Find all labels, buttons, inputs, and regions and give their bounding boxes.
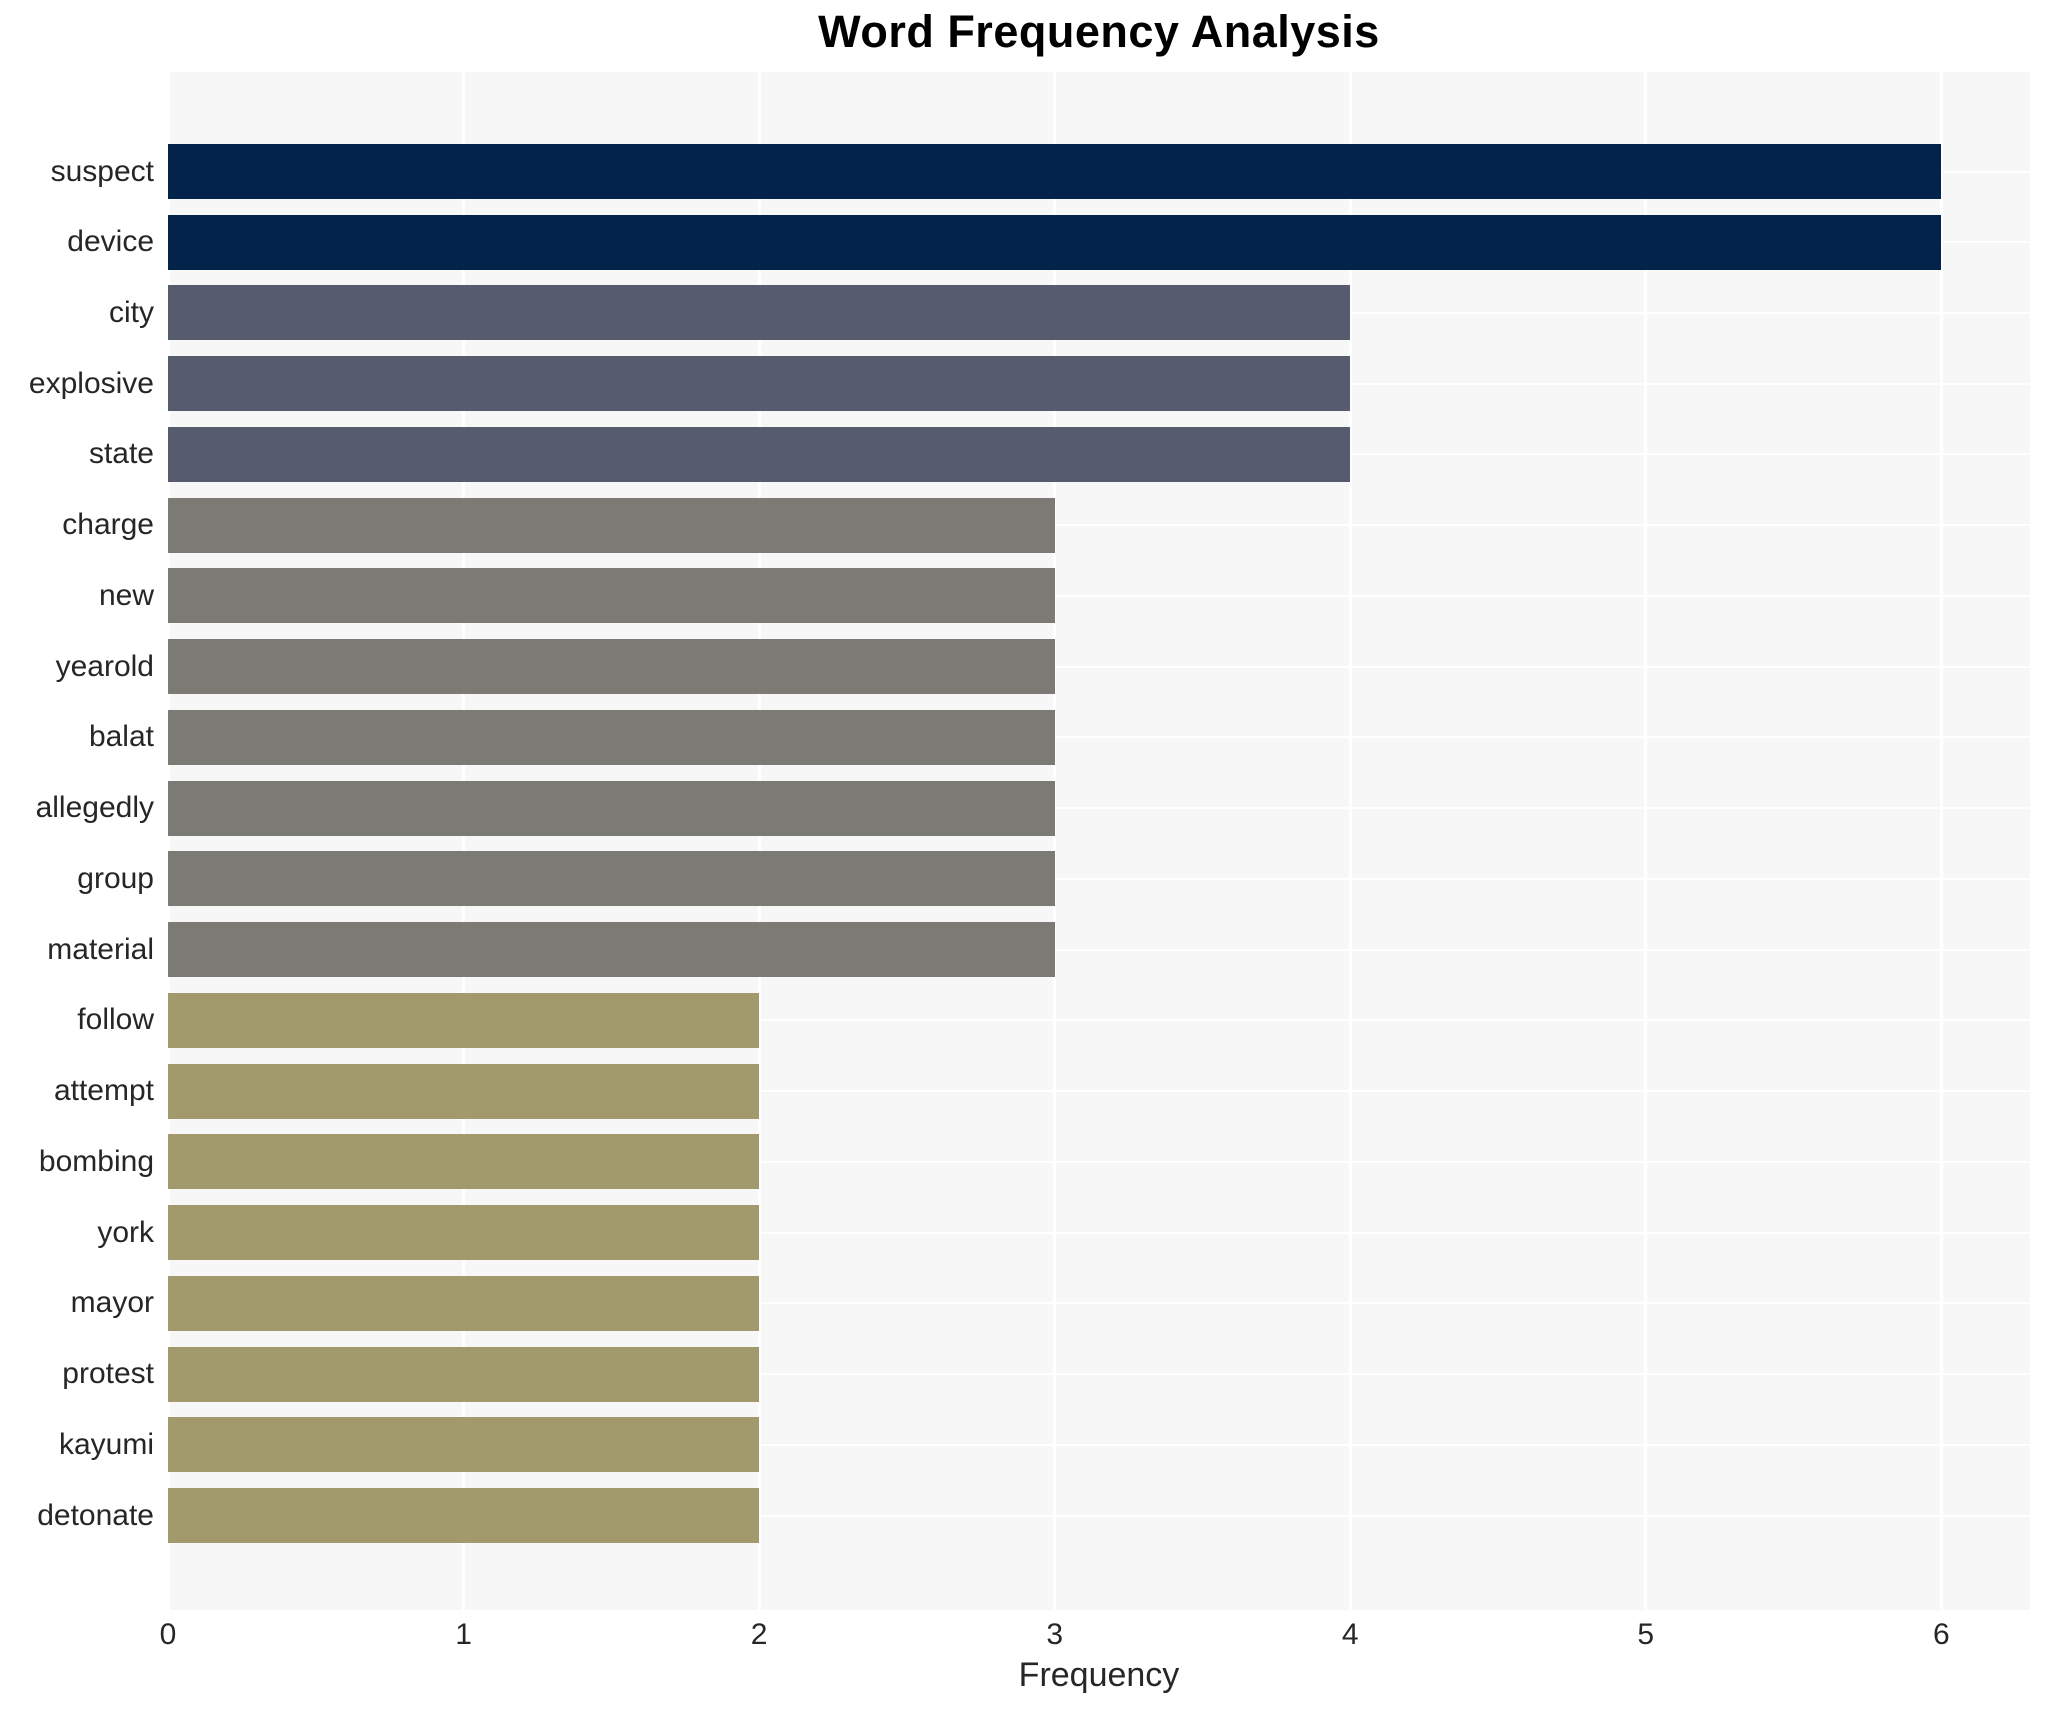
x-tick-label-3: 3 (1046, 1618, 1063, 1651)
gridline-vertical (1348, 72, 1352, 1610)
y-tick-label-material: material (47, 932, 154, 966)
bar-mayor (168, 1275, 760, 1331)
gridline-vertical (1939, 72, 1943, 1610)
x-tick-label-2: 2 (750, 1618, 768, 1651)
y-tick-label-explosive: explosive (28, 366, 154, 400)
y-tick-label-state: state (88, 437, 154, 471)
x-axis-label: Frequency (1018, 1656, 1180, 1694)
bar-yearold (168, 639, 1055, 695)
x-tick-label-1: 1 (455, 1618, 472, 1651)
gridline-horizontal (168, 948, 2030, 951)
bar-balat (168, 709, 1055, 765)
x-tick-label-0: 0 (159, 1618, 177, 1651)
gridline-horizontal (168, 524, 2030, 527)
gridline-horizontal (168, 877, 2030, 880)
x-tick-label-6: 6 (1932, 1618, 1950, 1651)
y-tick-label-yearold: yearold (55, 649, 154, 683)
bar-protest (168, 1346, 760, 1402)
gridline-horizontal (168, 1231, 2030, 1234)
bar-york (168, 1205, 760, 1261)
bar-follow (168, 992, 760, 1048)
bar-city (168, 285, 1351, 341)
bar-kayumi (168, 1417, 760, 1473)
x-tick-label-5: 5 (1637, 1618, 1655, 1651)
y-tick-label-protest: protest (62, 1357, 154, 1391)
gridline-horizontal (168, 1514, 2030, 1517)
gridline-vertical (1644, 72, 1648, 1610)
bar-new (168, 568, 1055, 624)
y-tick-label-group: group (77, 861, 154, 895)
bar-allegedly (168, 780, 1055, 836)
gridline-horizontal (168, 594, 2030, 597)
y-tick-label-device: device (67, 225, 154, 259)
bar-material (168, 922, 1055, 978)
y-tick-label-attempt: attempt (53, 1074, 154, 1108)
y-tick-label-suspect: suspect (50, 154, 154, 188)
bar-bombing (168, 1134, 760, 1190)
y-tick-label-new: new (98, 578, 154, 612)
y-tick-label-kayumi: kayumi (58, 1427, 154, 1461)
bar-explosive (168, 356, 1351, 412)
gridline-vertical (757, 72, 761, 1610)
gridline-horizontal (168, 736, 2030, 739)
y-tick-label-charge: charge (62, 508, 154, 542)
bar-group (168, 851, 1055, 907)
gridline-vertical (166, 72, 170, 1610)
y-tick-label-bombing: bombing (38, 1144, 154, 1178)
x-tick-label-4: 4 (1341, 1618, 1359, 1651)
y-tick-label-york: york (97, 1215, 154, 1249)
bar-detonate (168, 1488, 760, 1544)
y-tick-label-mayor: mayor (70, 1286, 154, 1320)
y-tick-label-balat: balat (88, 720, 154, 754)
plot-area (166, 72, 2030, 1610)
bar-device (168, 214, 1942, 270)
bar-suspect (168, 144, 1942, 199)
bar-state (168, 426, 1351, 482)
gridline-horizontal (168, 1443, 2030, 1446)
y-tick-label-allegedly: allegedly (35, 791, 154, 825)
gridline-vertical (1053, 72, 1057, 1610)
gridline-horizontal (168, 807, 2030, 810)
gridline-horizontal (168, 1373, 2030, 1376)
gridline-horizontal (168, 665, 2030, 668)
y-tick-label-detonate: detonate (37, 1498, 154, 1532)
y-tick-label-city: city (109, 295, 154, 329)
gridline-horizontal (168, 1302, 2030, 1305)
gridline-horizontal (168, 1019, 2030, 1022)
bar-attempt (168, 1063, 760, 1119)
gridline-horizontal (168, 1160, 2030, 1163)
y-tick-label-follow: follow (77, 1003, 154, 1037)
chart-title: Word Frequency Analysis (818, 6, 1380, 57)
gridline-vertical (462, 72, 466, 1610)
bar-charge (168, 497, 1055, 553)
gridline-horizontal (168, 1090, 2030, 1093)
